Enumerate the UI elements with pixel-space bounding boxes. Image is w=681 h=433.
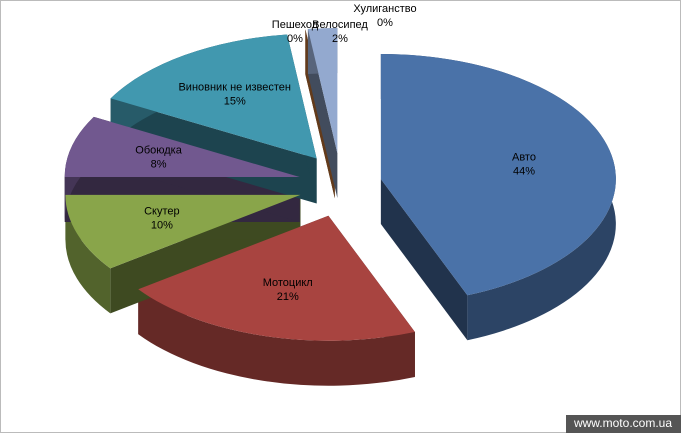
slice bbox=[380, 54, 616, 296]
slice-side bbox=[110, 98, 317, 204]
slice-side bbox=[138, 289, 415, 386]
category-label: Обоюдка bbox=[135, 145, 182, 157]
value-label: 2% bbox=[332, 33, 348, 45]
category-label: Авто bbox=[512, 151, 536, 163]
slice bbox=[64, 116, 300, 178]
category-label: Виновник не известен bbox=[178, 81, 291, 93]
value-label: 21% bbox=[277, 291, 299, 303]
slice bbox=[138, 215, 415, 341]
category-label: Пешеход bbox=[272, 19, 319, 31]
watermark: www.moto.com.ua bbox=[573, 416, 672, 430]
slice-side bbox=[65, 194, 111, 314]
labels: Авто 44% Мотоцикл 21% Скутер 10% Обоюдка 8% Вино… bbox=[135, 3, 536, 303]
category-label: Хулиганство bbox=[353, 3, 416, 15]
slice bbox=[307, 28, 338, 154]
value-label: 0% bbox=[377, 17, 393, 29]
value-label: 44% bbox=[513, 165, 535, 177]
slice-side bbox=[380, 179, 468, 341]
value-label: 10% bbox=[151, 220, 173, 232]
category-label: Мотоцикл bbox=[263, 277, 313, 289]
slice-tops bbox=[64, 28, 616, 341]
value-label: 0% bbox=[287, 33, 303, 45]
category-label: Велосипед bbox=[312, 19, 368, 31]
watermark-box bbox=[566, 415, 681, 433]
slice bbox=[65, 194, 301, 269]
value-label: 8% bbox=[151, 159, 167, 171]
slice bbox=[110, 34, 317, 159]
value-label: 15% bbox=[224, 95, 246, 107]
category-label: Скутер bbox=[144, 206, 180, 218]
